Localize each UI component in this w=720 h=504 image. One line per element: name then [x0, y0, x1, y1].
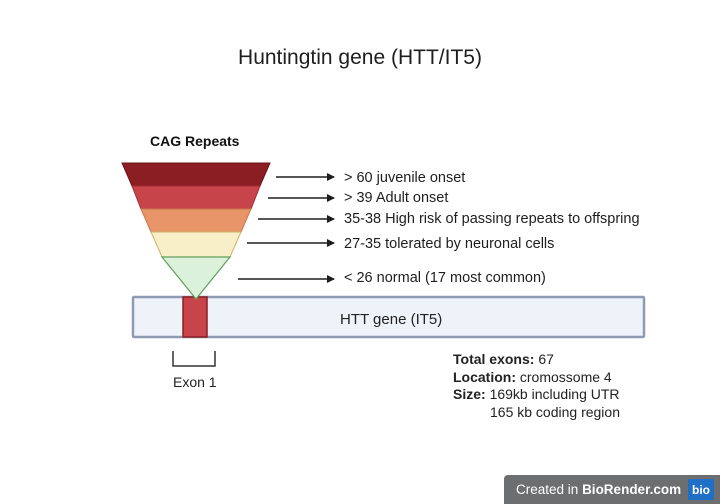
level-2-label: > 39 Adult onset: [344, 190, 448, 206]
level-3-label: 35-38 High risk of passing repeats to of…: [344, 211, 640, 227]
level-1-label: > 60 juvenile onset: [344, 170, 465, 186]
info-total-exons: Total exons: 67: [453, 351, 554, 367]
credit-text: Created in BioRender.com: [516, 482, 682, 497]
biorender-logo-icon: bio: [688, 479, 714, 500]
level-5-label: < 26 normal (17 most common): [344, 270, 546, 286]
info-size: Size: 169kb including UTR: [453, 386, 620, 402]
biorender-credit-badge[interactable]: Created in BioRender.com bio: [504, 475, 720, 504]
level-4-label: 27-35 tolerated by neuronal cells: [344, 236, 554, 252]
gene-label: HTT gene (IT5): [340, 311, 443, 328]
funnel-level-3: [140, 208, 252, 233]
gene-info: Total exons: 67 Location: cromossome 4 S…: [453, 351, 620, 421]
funnel-level-5: [160, 256, 232, 300]
funnel-level-2: [131, 185, 261, 210]
funnel-level-1: [121, 162, 271, 187]
exon-label: Exon 1: [173, 374, 217, 390]
exon-1-box: [182, 296, 208, 338]
info-location: Location: cromossome 4: [453, 368, 612, 385]
gene-bar: [131, 295, 646, 339]
funnel-level-4: [150, 231, 242, 258]
info-size-coding: 165 kb coding region: [490, 403, 620, 420]
funnel-title: CAG Repeats: [150, 133, 240, 149]
exon-bracket: [172, 351, 216, 367]
diagram-title: Huntingtin gene (HTT/IT5): [238, 46, 482, 69]
